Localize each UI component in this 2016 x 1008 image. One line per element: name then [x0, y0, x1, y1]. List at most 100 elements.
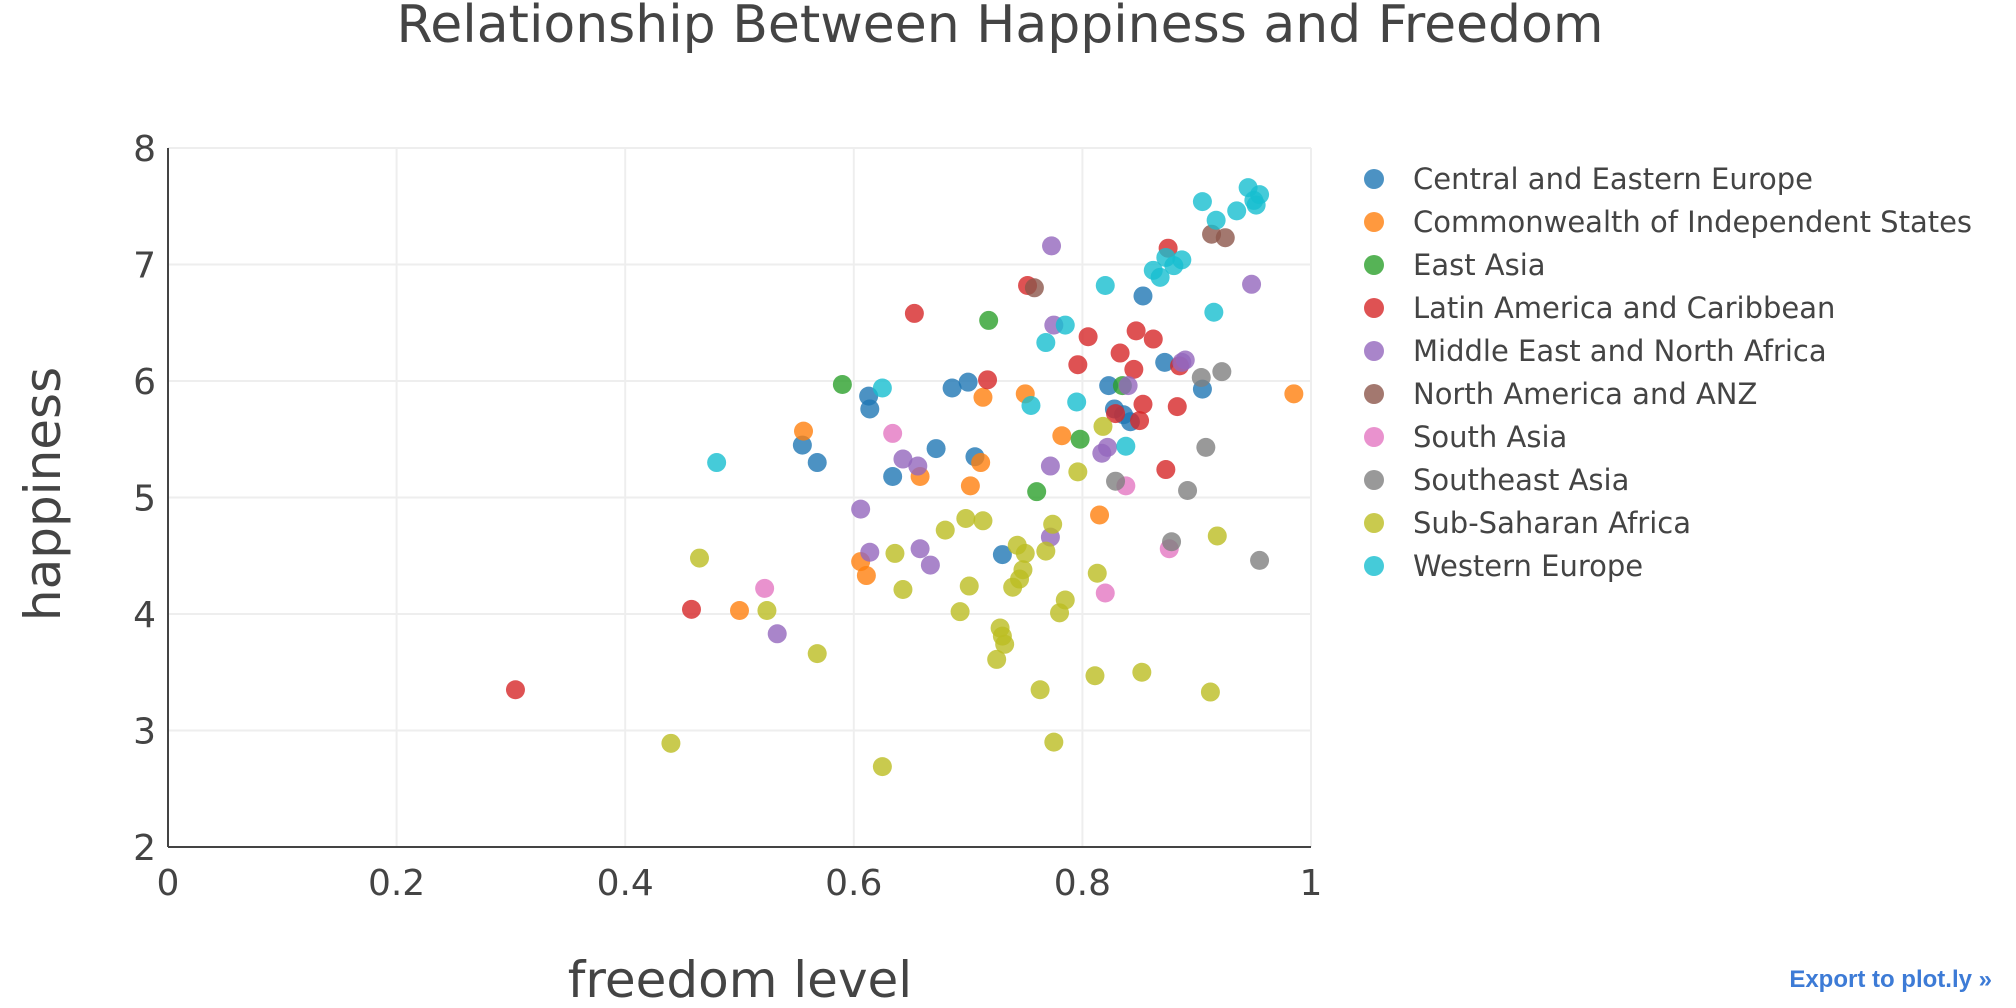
data-point[interactable] — [1106, 471, 1126, 491]
data-point[interactable] — [1175, 350, 1195, 370]
legend-item[interactable]: East Asia — [1364, 248, 1546, 282]
data-point[interactable] — [1098, 437, 1118, 457]
legend[interactable]: Central and Eastern Europe Commonwealth o… — [1364, 162, 1972, 583]
legend-item[interactable]: Latin America and Caribbean — [1364, 291, 1835, 325]
data-point[interactable] — [872, 757, 892, 777]
data-point[interactable] — [942, 378, 962, 398]
data-point[interactable] — [1204, 302, 1224, 322]
data-point[interactable] — [1036, 333, 1056, 353]
data-point[interactable] — [1099, 376, 1119, 396]
data-point[interactable] — [1090, 505, 1110, 525]
data-point[interactable] — [661, 733, 681, 753]
data-point[interactable] — [1192, 192, 1212, 212]
data-point[interactable] — [851, 499, 871, 519]
legend-item[interactable]: Sub-Saharan Africa — [1364, 506, 1691, 540]
data-point[interactable] — [1162, 532, 1182, 552]
legend-item[interactable]: Commonwealth of Independent States — [1364, 205, 1972, 239]
data-point[interactable] — [1133, 394, 1153, 414]
legend-item[interactable]: North America and ANZ — [1364, 377, 1757, 411]
data-point[interactable] — [792, 435, 812, 455]
legend-item[interactable]: South Asia — [1364, 420, 1567, 454]
data-point[interactable] — [1284, 384, 1304, 404]
data-point[interactable] — [807, 644, 827, 664]
data-point[interactable] — [794, 421, 814, 441]
data-point[interactable] — [730, 601, 749, 621]
data-point[interactable] — [971, 453, 991, 473]
legend-item[interactable]: Central and Eastern Europe — [1364, 162, 1813, 196]
data-point[interactable] — [1044, 732, 1064, 752]
data-point[interactable] — [1126, 321, 1146, 341]
data-point[interactable] — [1155, 352, 1175, 372]
data-point[interactable] — [1124, 359, 1144, 379]
data-point[interactable] — [1015, 543, 1035, 563]
data-point[interactable] — [908, 456, 928, 476]
data-point[interactable] — [883, 423, 903, 443]
data-point[interactable] — [1030, 680, 1050, 700]
data-point[interactable] — [681, 599, 701, 619]
data-point[interactable] — [860, 542, 880, 562]
data-point[interactable] — [1133, 286, 1153, 306]
data-point[interactable] — [1067, 392, 1087, 412]
data-point[interactable] — [1024, 278, 1044, 298]
legend-item[interactable]: Middle East and North Africa — [1364, 334, 1827, 368]
data-point[interactable] — [893, 580, 913, 600]
data-point[interactable] — [1070, 429, 1090, 449]
data-point[interactable] — [883, 467, 903, 487]
data-point[interactable] — [1068, 355, 1088, 375]
data-point[interactable] — [926, 439, 946, 459]
data-point[interactable] — [1085, 666, 1105, 686]
data-point[interactable] — [1068, 462, 1088, 482]
data-point[interactable] — [1093, 416, 1113, 436]
data-point[interactable] — [1172, 250, 1192, 270]
data-point[interactable] — [1110, 343, 1130, 363]
data-point[interactable] — [973, 511, 993, 531]
data-point[interactable] — [856, 566, 876, 586]
data-point[interactable] — [1130, 411, 1150, 431]
data-point[interactable] — [1191, 368, 1211, 388]
data-point[interactable] — [987, 649, 1007, 669]
data-point[interactable] — [1143, 329, 1163, 349]
data-point[interactable] — [689, 548, 709, 568]
data-point[interactable] — [958, 372, 978, 392]
data-point[interactable] — [1250, 550, 1270, 570]
data-point[interactable] — [1095, 583, 1115, 603]
export-to-plotly-link[interactable]: Export to plot.ly » — [1789, 966, 1992, 993]
data-point[interactable] — [1227, 201, 1247, 221]
data-point[interactable] — [1052, 426, 1072, 446]
data-point[interactable] — [1078, 327, 1098, 347]
data-point[interactable] — [755, 578, 775, 598]
data-point[interactable] — [1106, 404, 1126, 424]
data-point[interactable] — [832, 374, 852, 394]
data-point[interactable] — [960, 476, 980, 496]
data-point[interactable] — [1207, 526, 1227, 546]
data-point[interactable] — [1055, 315, 1075, 335]
data-point[interactable] — [935, 520, 955, 540]
data-point[interactable] — [1196, 437, 1216, 457]
data-point[interactable] — [1167, 397, 1187, 417]
data-point[interactable] — [1250, 185, 1270, 205]
data-point[interactable] — [1212, 362, 1232, 382]
data-point[interactable] — [1206, 210, 1226, 230]
data-point[interactable] — [1021, 395, 1041, 415]
data-point[interactable] — [767, 624, 787, 644]
data-point[interactable] — [1132, 662, 1152, 682]
data-point[interactable] — [1043, 514, 1063, 534]
data-point[interactable] — [707, 453, 727, 473]
data-point[interactable] — [978, 370, 998, 390]
data-point[interactable] — [1042, 236, 1062, 256]
data-point[interactable] — [1055, 590, 1075, 610]
data-point[interactable] — [885, 543, 905, 563]
data-point[interactable] — [1215, 228, 1235, 248]
data-point[interactable] — [1013, 560, 1033, 580]
data-point[interactable] — [1095, 275, 1115, 295]
data-point[interactable] — [807, 453, 827, 473]
data-point[interactable] — [910, 539, 930, 559]
data-point[interactable] — [1150, 267, 1170, 287]
legend-item[interactable]: Western Europe — [1364, 549, 1643, 583]
data-point[interactable] — [1178, 481, 1198, 501]
data-point[interactable] — [860, 399, 880, 419]
data-point[interactable] — [992, 545, 1012, 565]
data-point[interactable] — [1200, 682, 1220, 702]
data-point[interactable] — [1027, 482, 1047, 502]
data-point[interactable] — [959, 576, 979, 596]
